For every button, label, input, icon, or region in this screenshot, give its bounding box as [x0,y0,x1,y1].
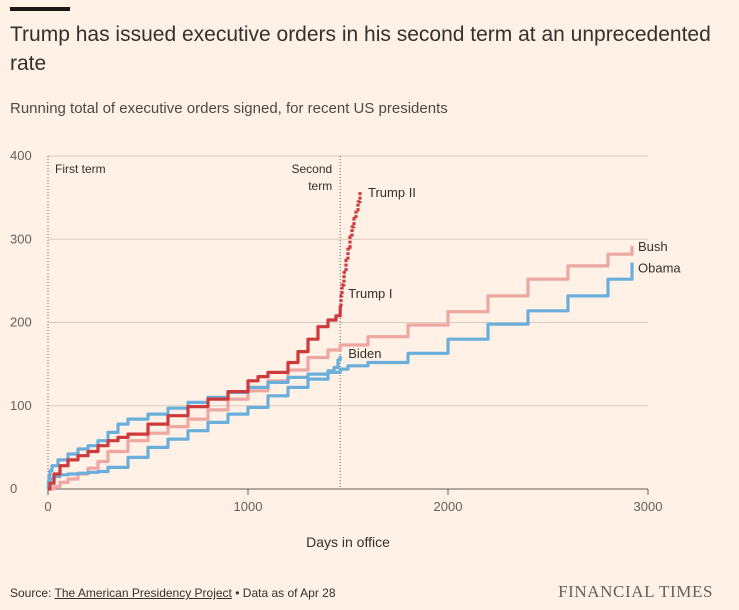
chart-subtitle: Running total of executive orders signed… [10,100,448,117]
source-suffix: • Data as of Apr 28 [231,586,336,600]
series-line-obama [48,262,634,491]
source-link[interactable]: The American Presidency Project [54,586,232,600]
y-tick-label: 300 [10,231,32,246]
source-note: Source: The American Presidency Project … [10,586,336,600]
x-tick-label: 3000 [634,499,663,514]
x-tick-label: 2000 [434,499,463,514]
brand-topbar [10,7,70,11]
source-prefix: Source: [10,586,55,600]
series-line-biden [46,355,342,491]
series-label-bush: Bush [638,239,668,254]
series-lines [46,191,634,491]
y-tick-label: 0 [10,481,17,496]
series-line-trump-i [48,305,342,491]
y-tick-label: 400 [10,148,32,163]
y-tick-label: 200 [10,315,32,330]
ft-logo: FINANCIAL TIMES [558,582,713,601]
y-tick-label: 100 [10,398,32,413]
x-tick-label: 0 [44,499,51,514]
x-tick-label: 1000 [234,499,263,514]
annotation-first-term: First term [55,162,106,176]
series-label-biden: Biden [348,346,381,361]
grid: 0 100 200 300 400 0 1000 2000 3000 [10,148,662,514]
x-axis-label: Days in office [306,534,390,550]
annotations: First term Second term [47,156,341,489]
series-label-trump-i: Trump I [348,286,392,301]
line-chart: 0 100 200 300 400 0 1000 2000 3000 First term Sec… [10,148,681,550]
chart-title: Trump has issued executive orders in his… [10,23,711,75]
annotation-second-term: Second term [291,162,332,193]
series-label-trump-ii: Trump II [368,185,416,200]
series-label-obama: Obama [638,261,681,276]
series-labels: Bush Obama Biden Trump I Trump II [348,185,681,361]
